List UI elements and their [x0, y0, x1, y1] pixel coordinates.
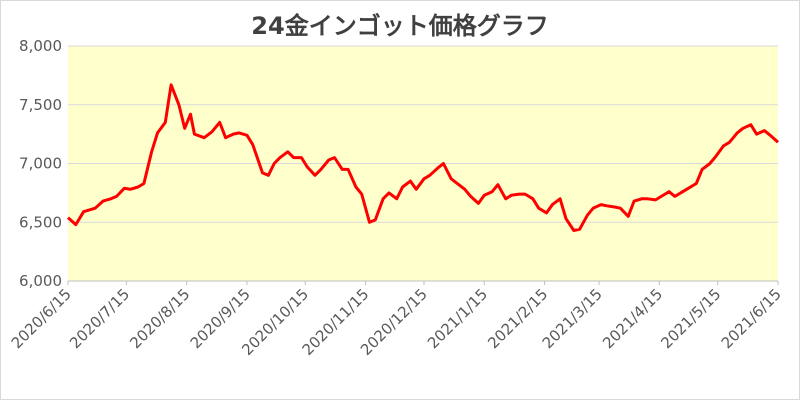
chart-title: 24金インゴット価格グラフ	[251, 12, 548, 40]
y-tick-label: 7,000	[19, 155, 62, 173]
price-line	[66, 83, 780, 232]
y-tick-label: 6,000	[19, 272, 62, 290]
y-tick-label: 8,000	[19, 37, 62, 55]
y-tick-label: 7,500	[19, 96, 62, 114]
y-tick-label: 6,500	[19, 213, 62, 231]
